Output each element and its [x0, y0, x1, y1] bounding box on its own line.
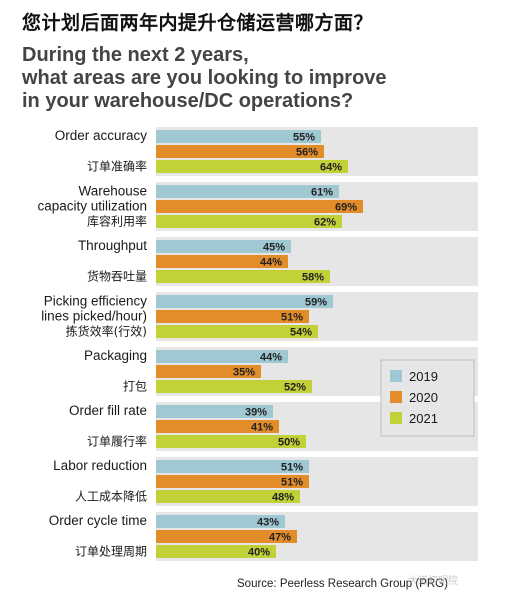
bar-2020 — [156, 530, 297, 543]
bar-2019 — [156, 130, 321, 143]
data-label: 47% — [269, 532, 291, 544]
bar-2021 — [156, 215, 342, 228]
data-label: 35% — [233, 367, 255, 379]
bar-2021 — [156, 435, 306, 448]
source-note: Source: Peerless Research Group (PRG) — [237, 578, 448, 590]
bar-2019 — [156, 185, 339, 198]
bar-2019 — [156, 460, 309, 473]
bar-2020 — [156, 200, 363, 213]
bar-2021 — [156, 545, 276, 558]
data-label: 45% — [263, 242, 285, 254]
data-label: 51% — [281, 312, 303, 324]
bar-2019 — [156, 295, 333, 308]
category-label: Order fill rate — [69, 403, 147, 418]
watermark: 大道初明院 — [408, 576, 458, 587]
bar-2021 — [156, 270, 330, 283]
title-line-3: in your warehouse/DC operations? — [22, 90, 354, 112]
category-label-cn: 订单处理周期 — [75, 545, 147, 559]
category-label-cn: 订单履行率 — [87, 434, 147, 449]
legend-swatch — [390, 391, 402, 403]
category-label: Labor reduction — [53, 458, 147, 473]
legend-label: 2019 — [409, 369, 438, 384]
legend-label: 2021 — [409, 411, 438, 426]
category-label-cn: 打包 — [123, 380, 147, 394]
data-label: 56% — [296, 147, 318, 159]
category-label: Order cycle time — [49, 513, 147, 528]
category-label: Warehouse — [78, 184, 147, 199]
data-label: 50% — [278, 437, 300, 449]
data-label: 62% — [314, 217, 336, 229]
category-label-cn: 拣货效率(行效) — [66, 324, 147, 339]
data-label: 69% — [335, 202, 357, 214]
category-label: Throughput — [78, 238, 147, 253]
data-label: 55% — [293, 132, 315, 144]
title-line-2: what areas are you looking to improve — [22, 67, 387, 89]
data-label: 51% — [281, 477, 303, 489]
data-label: 41% — [251, 422, 273, 434]
data-label: 39% — [245, 407, 267, 419]
category-label-cn: 订单准确率 — [87, 159, 147, 174]
legend-swatch — [390, 370, 402, 382]
legend-swatch — [390, 412, 402, 424]
bar-2020 — [156, 420, 279, 433]
bar-2019 — [156, 240, 291, 253]
chart-title-chinese: 您计划后面两年内提升仓储运营哪方面？ — [22, 12, 374, 34]
bar-2019 — [156, 515, 285, 528]
data-label: 58% — [302, 272, 324, 284]
bar-2021 — [156, 160, 348, 173]
category-label-cn: 人工成本降低 — [75, 490, 147, 504]
data-label: 64% — [320, 162, 342, 174]
category-label: Picking efficiency — [44, 294, 148, 309]
category-label: lines picked/hour) — [41, 309, 147, 324]
data-label: 61% — [311, 187, 333, 199]
title-line-1: During the next 2 years, — [22, 44, 249, 66]
data-label: 54% — [290, 327, 312, 339]
bar-2020 — [156, 475, 309, 488]
category-label: Packaging — [84, 348, 147, 363]
chart-title-english: During the next 2 years, what areas are … — [22, 44, 387, 113]
bar-2020 — [156, 365, 261, 378]
data-label: 43% — [257, 517, 279, 529]
category-label: capacity utilization — [37, 199, 147, 214]
data-label: 52% — [284, 382, 306, 394]
bar-2021 — [156, 490, 300, 503]
category-label: Order accuracy — [55, 128, 148, 143]
category-label-cn: 货物吞吐量 — [87, 269, 147, 284]
data-label: 44% — [260, 352, 282, 364]
data-label: 40% — [248, 547, 270, 559]
category-label-cn: 库容利用率 — [87, 214, 147, 229]
data-label: 44% — [260, 257, 282, 269]
bar-2020 — [156, 310, 309, 323]
data-label: 51% — [281, 462, 303, 474]
bar-2021 — [156, 325, 318, 338]
bar-2021 — [156, 380, 312, 393]
bar-2020 — [156, 255, 288, 268]
bar-2019 — [156, 350, 288, 363]
data-label: 48% — [272, 492, 294, 504]
legend-label: 2020 — [409, 390, 438, 405]
data-label: 59% — [305, 297, 327, 309]
bar-2019 — [156, 405, 273, 418]
bar-2020 — [156, 145, 324, 158]
